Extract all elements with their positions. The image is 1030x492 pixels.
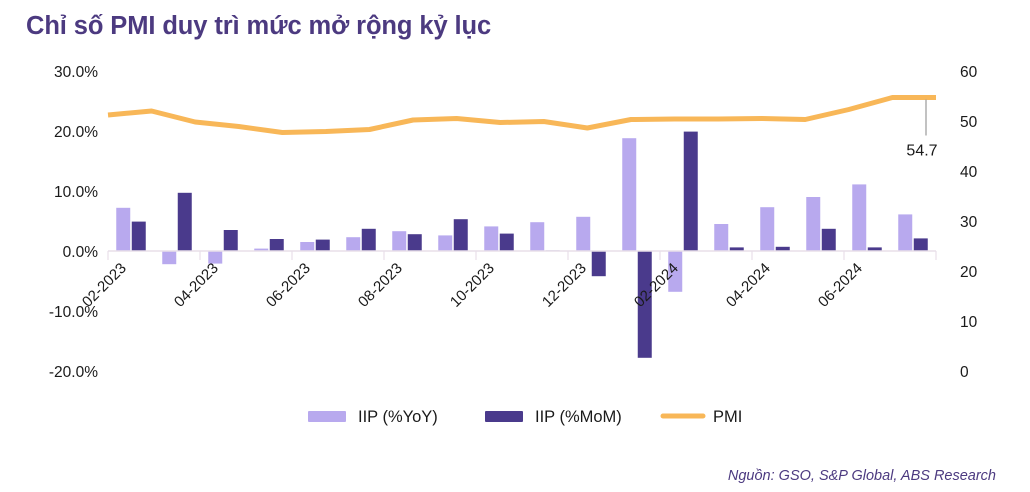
legend-item[interactable]: IIP (%YoY) [308,408,438,426]
bars-iip-yoy [116,138,913,292]
legend-swatch [308,411,346,422]
bar [775,246,790,251]
bar [576,216,591,251]
legend-item[interactable]: PMI [660,408,742,426]
bar [637,251,652,358]
right-axis-tick: 30 [960,214,978,231]
bar [683,131,698,251]
bar [453,219,468,251]
pmi-line-series [107,95,936,135]
bars-iip-mom [131,131,928,358]
legend-swatch [485,411,523,422]
pmi-last-value-label: 54.7 [906,143,937,160]
x-axis-tick-label: 08-2023 [355,260,406,311]
bar [223,230,238,251]
bar [208,251,223,264]
bar [867,247,882,251]
x-axis-tick-label: 10-2023 [447,260,498,311]
bar [438,235,453,251]
bar [361,228,376,251]
bar [714,224,729,251]
bar [254,248,269,251]
bar [346,237,361,251]
right-axis-tick: 60 [960,64,978,81]
left-axis-tick: 10.0% [54,184,98,201]
x-axis-labels: 02-2023 04-2023 06-2023 08-2023 10-2023 12-20… [79,260,866,311]
bar [821,228,836,251]
x-axis-tick-label: 02-2023 [79,260,130,311]
left-axis-tick: -20.0% [49,364,98,381]
right-axis-tick: 20 [960,264,978,281]
right-axis-tick: 10 [960,314,978,331]
bar [622,138,637,251]
x-axis-tick-label: 04-2023 [171,260,222,311]
bar [162,251,177,265]
right-axis-tick: 0 [960,364,969,381]
legend-label: IIP (%MoM) [535,408,622,426]
right-axis-tick: 40 [960,164,978,181]
bar [913,238,928,251]
bar [484,226,499,251]
x-axis-ticks [107,251,937,260]
x-axis-tick-label: 06-2023 [263,260,314,311]
right-axis: 60 50 40 30 20 10 0 [960,64,978,381]
left-axis-tick: 0.0% [63,244,99,261]
bar [806,197,821,251]
source-note: Nguồn: GSO, S&P Global, ABS Research [727,468,996,484]
left-axis: 30.0% 20.0% 10.0% 0.0% -10.0% -20.0% [49,64,98,381]
legend-label: IIP (%YoY) [358,408,438,426]
left-axis-tick: 20.0% [54,124,98,141]
bar [499,233,514,251]
bar [898,214,913,251]
left-axis-tick: 30.0% [54,64,98,81]
bar [315,239,330,251]
bar [300,242,315,251]
pmi-value-annotation: 54.7 [906,99,938,160]
bar [668,251,683,292]
right-axis-tick: 50 [960,114,978,131]
legend-label: PMI [713,408,742,426]
x-axis-tick-label: 06-2024 [815,260,866,311]
bar [591,251,606,277]
bar [729,247,744,251]
bar [177,192,192,251]
legend-item[interactable]: IIP (%MoM) [485,408,622,426]
bar [269,239,284,251]
pmi-polyline [107,95,936,135]
left-axis-tick: -10.0% [49,304,98,321]
x-axis-tick-label: 12-2023 [539,260,590,311]
bar [407,234,422,251]
bar [392,231,407,251]
bar [131,221,146,251]
page-title: Chỉ số PMI duy trì mức mở rộng kỷ lục [26,12,492,40]
bar [530,222,545,251]
bar [760,207,775,251]
bar [116,207,131,251]
bar [852,184,867,251]
x-axis-tick-label: 04-2024 [723,260,774,311]
chart-legend: IIP (%YoY) IIP (%MoM) PMI [308,408,742,426]
